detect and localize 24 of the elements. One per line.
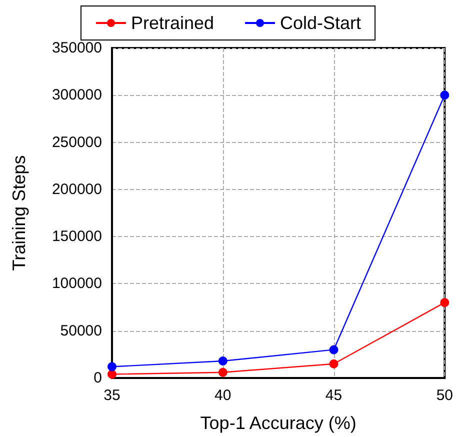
x-tick-label: 50	[436, 387, 453, 404]
point	[218, 368, 228, 377]
y-axis-title: Training Steps	[9, 155, 29, 271]
point	[440, 90, 450, 100]
legend-label: Cold-Start	[280, 13, 362, 33]
x-tick-label: 40	[214, 387, 232, 404]
y-tick-label: 100000	[52, 275, 102, 292]
x-axis-title: Top-1 Accuracy (%)	[200, 413, 356, 433]
point	[440, 298, 450, 308]
point	[108, 362, 116, 372]
y-tick-label: 0	[94, 370, 102, 386]
y-tick-label: 350000	[52, 40, 102, 56]
point	[329, 345, 338, 354]
legend-label: Pretrained	[130, 13, 214, 33]
point	[108, 370, 116, 379]
x-tick-label: 35	[104, 387, 120, 404]
point	[329, 359, 338, 368]
y-tick-label: 50000	[60, 322, 102, 340]
y-tick-label: 200000	[52, 180, 102, 198]
x-tick-label: 45	[325, 387, 342, 404]
point	[218, 356, 228, 366]
y-tick-label: 300000	[52, 86, 102, 104]
y-tick-label: 250000	[52, 134, 102, 151]
y-tick-label: 150000	[52, 228, 102, 246]
